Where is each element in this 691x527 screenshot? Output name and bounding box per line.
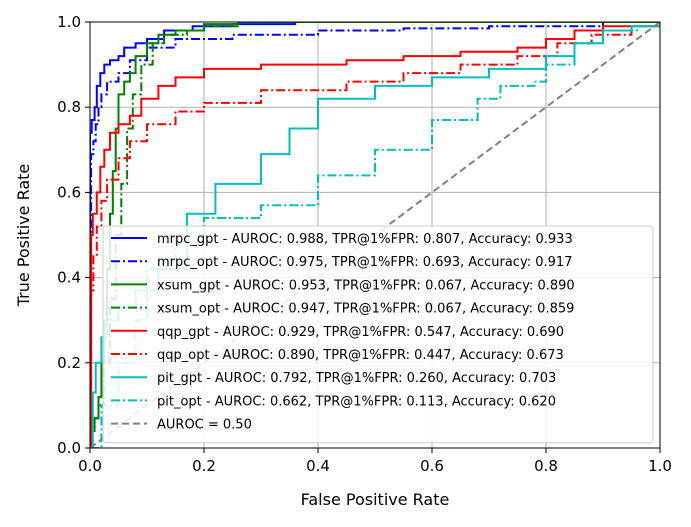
x-tick-label-2: 0.4 [306, 457, 330, 475]
y-tick-label-4: 0.8 [57, 98, 81, 116]
legend-label-8: AUROC = 0.50 [157, 418, 252, 433]
y-tick-label-1: 0.2 [57, 354, 81, 372]
x-tick-label-1: 0.2 [192, 457, 216, 475]
series-line-4 [90, 22, 660, 448]
plot-area: 0.0 0.2 0.4 0.6 0.8 1.0 0.0 0.2 0.4 0.6 0.8 1.0 Fals… [14, 13, 672, 509]
plot-frame [89, 21, 661, 449]
legend-box [102, 225, 654, 444]
series-line-0 [90, 22, 660, 448]
legend-label-1: mrpc_opt - AUROC: 0.975, TPR@1%FPR: 0.69… [157, 255, 572, 270]
legend-label-0: mrpc_gpt - AUROC: 0.988, TPR@1%FPR: 0.80… [157, 232, 573, 247]
y-tick-label-2: 0.4 [57, 269, 81, 287]
legend-label-6: pit_gpt - AUROC: 0.792, TPR@1%FPR: 0.260… [157, 371, 556, 386]
x-axis-label: False Positive Rate [301, 490, 450, 509]
series-line-3 [90, 22, 660, 448]
legend-label-5: qqp_opt - AUROC: 0.890, TPR@1%FPR: 0.447… [157, 348, 564, 363]
y-axis-label: True Positive Rate [14, 164, 33, 308]
legend-label-2: xsum_gpt - AUROC: 0.953, TPR@1%FPR: 0.06… [157, 278, 575, 293]
x-tick-label-3: 0.6 [420, 457, 444, 475]
x-tick-label-5: 1.0 [648, 457, 672, 475]
y-tick-label-0: 0.0 [57, 439, 81, 457]
x-tick-label-4: 0.8 [534, 457, 558, 475]
series-group [90, 22, 660, 448]
legend-label-4: qqp_gpt - AUROC: 0.929, TPR@1%FPR: 0.547… [157, 325, 564, 340]
legend: mrpc_gpt - AUROC: 0.988, TPR@1%FPR: 0.80… [102, 225, 654, 444]
series-line-5 [90, 22, 660, 448]
y-tick-label-3: 0.6 [57, 183, 81, 201]
x-tick-label-0: 0.0 [78, 457, 102, 475]
legend-label-7: pit_opt - AUROC: 0.662, TPR@1%FPR: 0.113… [157, 394, 556, 409]
y-tick-label-5: 1.0 [57, 13, 81, 31]
series-line-1 [90, 22, 660, 448]
legend-label-3: xsum_opt - AUROC: 0.947, TPR@1%FPR: 0.06… [157, 302, 574, 317]
